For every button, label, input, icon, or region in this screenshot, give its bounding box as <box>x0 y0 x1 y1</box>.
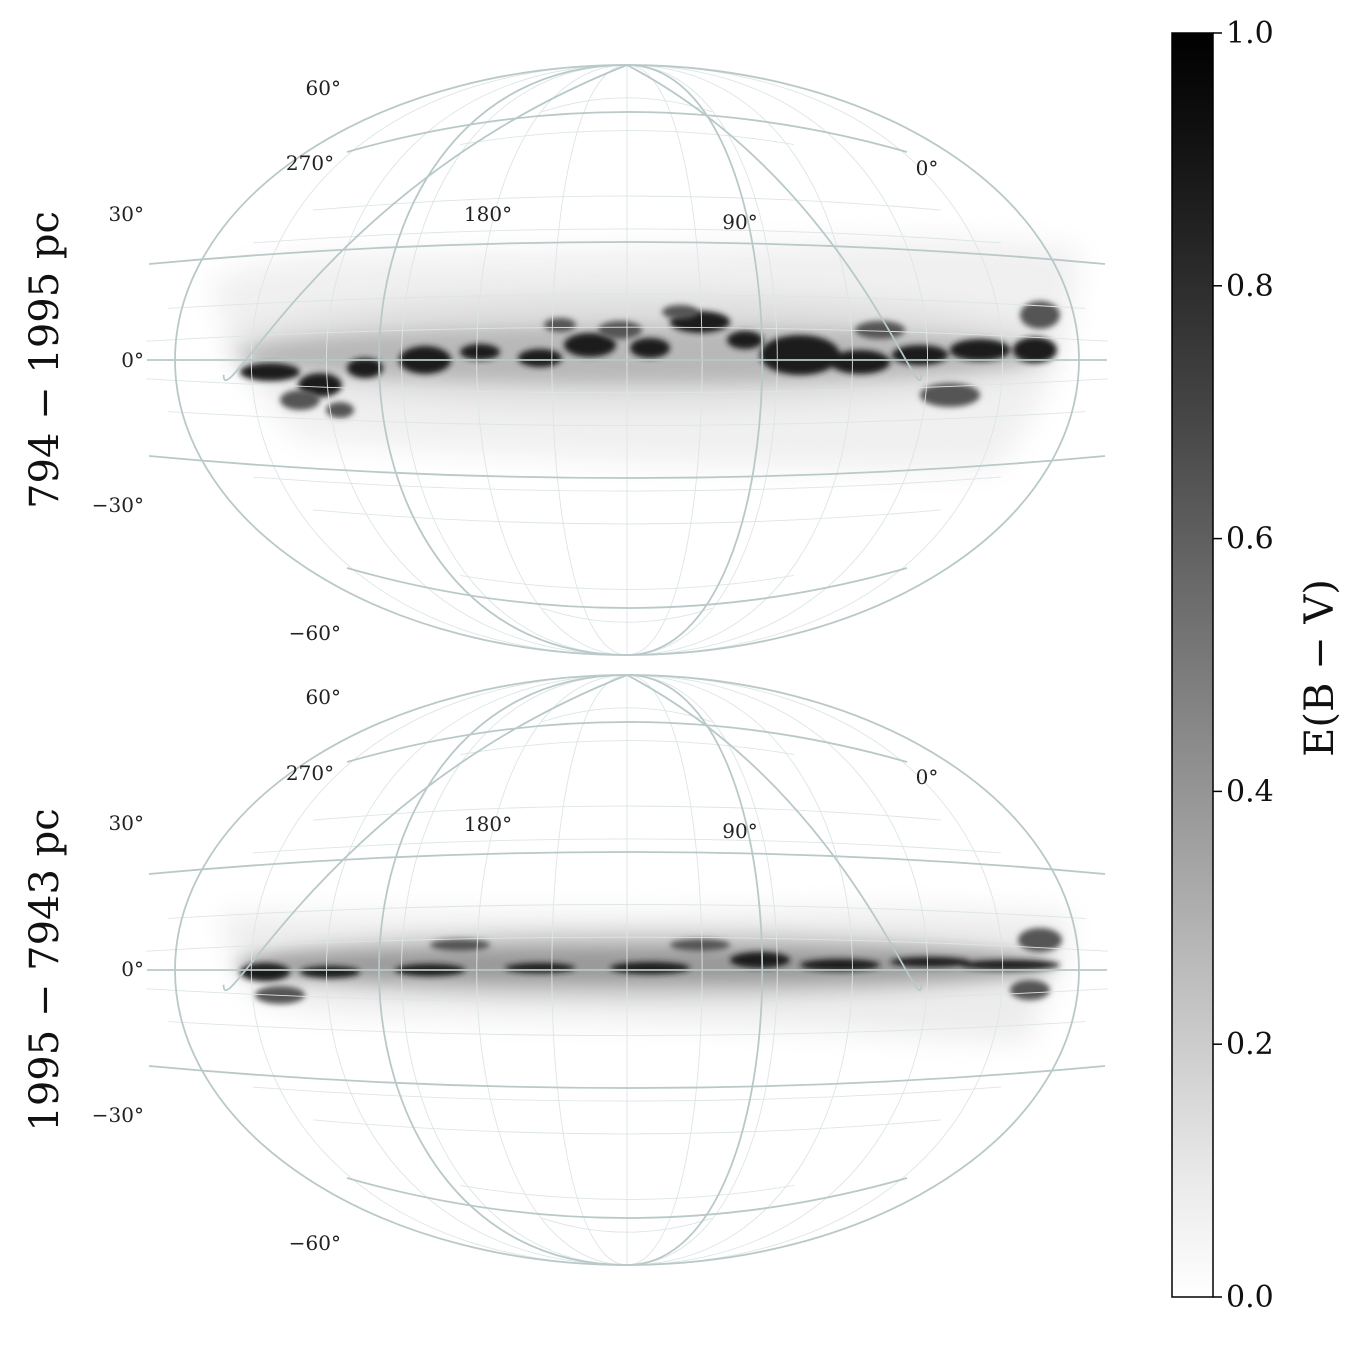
parallel-minor <box>459 130 795 145</box>
lat-label-minus60: −60° <box>289 621 341 645</box>
longitude-labels-top: 270° 180° 90° 0° <box>286 151 938 234</box>
parallel-minor <box>146 936 1108 952</box>
parallel-minor <box>459 575 795 590</box>
parallel-minor <box>168 904 1086 919</box>
dust-map-bottom <box>220 910 1070 1040</box>
parallel-major <box>148 455 1106 479</box>
lon-label-270: 270° <box>286 151 334 175</box>
parallel-minor <box>146 378 1108 394</box>
lat-label-0: 0° <box>121 957 144 981</box>
parallel-minor <box>168 1021 1086 1036</box>
meridian-major <box>222 674 628 992</box>
colorbar-tick-label: 0.4 <box>1226 774 1274 809</box>
parallel-minor <box>168 294 1086 309</box>
parallel-minor <box>146 326 1108 342</box>
parallel-minor <box>313 195 941 211</box>
distance-bin-label-top: 794 − 1995 pc <box>22 211 68 509</box>
colorbar-tick-label: 0.6 <box>1226 522 1274 557</box>
parallel-major <box>148 851 1106 875</box>
lat-label-60: 60° <box>306 76 341 100</box>
distance-bin-label-bottom: 1995 − 7943 pc <box>22 808 68 1131</box>
parallel-minor <box>542 607 712 623</box>
colorbar-tick-label: 0.0 <box>1226 1280 1274 1315</box>
meridian-major <box>626 64 923 382</box>
parallel-minor <box>459 740 795 755</box>
parallel-minor <box>459 1184 795 1200</box>
lat-label-60: 60° <box>306 685 341 709</box>
longitude-labels-bottom: 270° 180° 90° 0° <box>286 761 938 843</box>
lon-label-90: 90° <box>722 819 757 843</box>
lat-label-30: 30° <box>109 811 144 835</box>
parallel-minor <box>253 476 1001 492</box>
colorbar-title: E(B − V) <box>1297 579 1343 757</box>
parallel-minor <box>542 1217 712 1233</box>
sky-map-bottom: 60° 30° 0° −30° −60° 270° 180° 90° 0° 19… <box>22 674 1108 1266</box>
lat-label-30: 30° <box>109 202 144 226</box>
graticule-top <box>146 64 1108 656</box>
colorbar-tick-label: 0.8 <box>1226 269 1274 304</box>
lon-label-0: 0° <box>916 156 939 180</box>
lon-label-90: 90° <box>722 210 757 234</box>
parallel-minor <box>168 411 1086 426</box>
parallel-minor <box>542 707 712 723</box>
lat-label-0: 0° <box>121 348 144 372</box>
parallel-major <box>346 567 908 609</box>
parallel-major <box>148 1065 1106 1089</box>
colorbar-gradient <box>1171 32 1214 1298</box>
lon-label-270: 270° <box>286 761 334 785</box>
parallel-minor <box>146 988 1108 1004</box>
graticule-bottom <box>146 674 1108 1266</box>
colorbar-ticks: 0.0 0.2 0.4 0.6 0.8 1.0 <box>1213 16 1274 1315</box>
parallel-major <box>346 721 908 763</box>
parallel-minor <box>313 1119 941 1135</box>
lon-label-180: 180° <box>464 202 512 226</box>
colorbar-tick-label: 1.0 <box>1226 16 1274 51</box>
parallel-major <box>346 1177 908 1219</box>
parallel-minor <box>313 509 941 525</box>
lon-label-180: 180° <box>464 812 512 836</box>
parallel-major <box>346 111 908 153</box>
colorbar: 0.0 0.2 0.4 0.6 0.8 1.0 E(B − V) <box>1171 16 1343 1315</box>
lat-label-minus30: −30° <box>92 1103 144 1127</box>
lat-label-minus30: −30° <box>92 493 144 517</box>
meridian-major <box>222 64 628 382</box>
parallel-minor <box>253 1086 1001 1102</box>
parallel-minor <box>253 838 1001 854</box>
lon-label-0: 0° <box>916 765 939 789</box>
lat-label-minus60: −60° <box>289 1231 341 1255</box>
latitude-labels-bottom: 60° 30° 0° −30° −60° <box>92 685 341 1255</box>
sky-map-top: 60° 30° 0° −30° −60° 270° 180° 90° 0° 79… <box>22 64 1108 656</box>
parallel-major <box>148 241 1106 265</box>
colorbar-tick-label: 0.2 <box>1226 1027 1274 1062</box>
dust-map-top <box>210 238 1080 470</box>
latitude-labels-top: 60° 30° 0° −30° −60° <box>92 76 341 645</box>
parallel-minor <box>542 97 712 113</box>
meridian-major <box>626 674 923 992</box>
parallel-minor <box>313 805 941 821</box>
parallel-minor <box>253 228 1001 244</box>
